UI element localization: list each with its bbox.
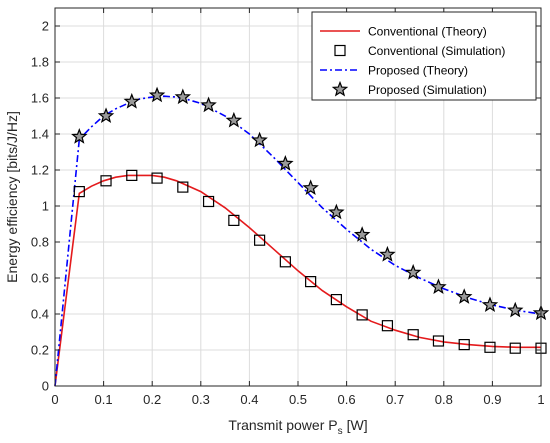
x-tick-label: 0.7 bbox=[386, 392, 404, 407]
data-point-proposed-simulation bbox=[302, 179, 319, 196]
x-tick-label: 0.8 bbox=[435, 392, 453, 407]
x-tick-label: 1 bbox=[537, 392, 544, 407]
data-point-conventional-simulation bbox=[177, 181, 189, 193]
data-point-conventional-simulation bbox=[279, 256, 291, 268]
data-point-conventional-simulation bbox=[151, 172, 163, 184]
legend-label: Proposed (Simulation) bbox=[368, 83, 487, 97]
legend: Conventional (Theory) Conventional (Simul… bbox=[311, 11, 537, 101]
data-point-conventional-simulation bbox=[458, 339, 470, 351]
data-point-conventional-simulation bbox=[356, 309, 368, 321]
x-axis-label: Transmit power Ps [W] bbox=[228, 417, 367, 437]
data-point-proposed-simulation bbox=[353, 226, 371, 242]
data-point-proposed-simulation bbox=[123, 92, 141, 109]
legend-label: Conventional (Simulation) bbox=[368, 44, 505, 58]
x-axis-label-unit: [W] bbox=[347, 417, 368, 433]
data-point-proposed-simulation bbox=[455, 288, 473, 304]
y-tick-label: 0.8 bbox=[31, 235, 49, 250]
x-tick-label: 0.2 bbox=[143, 392, 161, 407]
x-tick-label: 0 bbox=[51, 392, 58, 407]
y-tick-label: 1.6 bbox=[31, 91, 49, 106]
x-tick-label: 0.9 bbox=[483, 392, 501, 407]
data-point-proposed-simulation bbox=[404, 263, 422, 280]
data-point-proposed-simulation bbox=[148, 86, 166, 103]
ticks: 0 0.1 0.2 0.3 0.4 0.5 0.6 0.7 0.8 0.9 1 0 0.2 0.4 0.6 0… bbox=[31, 8, 545, 407]
y-tick-label: 0.2 bbox=[31, 343, 49, 358]
legend-box bbox=[311, 11, 537, 101]
data-point-conventional-simulation bbox=[381, 320, 394, 332]
data-point-conventional-simulation bbox=[254, 234, 266, 246]
data-point-conventional-simulation bbox=[73, 186, 85, 198]
data-point-proposed-simulation bbox=[97, 107, 115, 124]
x-tick-label: 0.1 bbox=[95, 392, 113, 407]
data-point-conventional-simulation bbox=[305, 276, 317, 288]
y-tick-label: 1.4 bbox=[31, 127, 49, 142]
data-point-proposed-simulation bbox=[225, 111, 243, 128]
legend-swatch-square bbox=[334, 44, 346, 57]
x-tick-label: 0.4 bbox=[240, 392, 258, 407]
data-point-conventional-simulation bbox=[126, 169, 138, 181]
y-tick-label: 0 bbox=[42, 379, 49, 394]
data-point-proposed-simulation bbox=[328, 203, 345, 220]
x-tick-label: 0.3 bbox=[192, 392, 210, 407]
data-point-conventional-simulation bbox=[202, 195, 215, 208]
x-tick-label: 0.6 bbox=[338, 392, 356, 407]
legend-swatch-star bbox=[331, 80, 349, 97]
legend-entry: Conventional (Theory) bbox=[320, 25, 487, 39]
data-point-conventional-simulation bbox=[509, 342, 521, 354]
data-point-proposed-simulation bbox=[379, 245, 396, 262]
x-axis-label-subscript: s bbox=[338, 426, 343, 437]
legend-entry: Conventional (Simulation) bbox=[334, 44, 505, 58]
legend-label: Proposed (Theory) bbox=[368, 64, 468, 78]
data-point-proposed-simulation bbox=[200, 96, 217, 113]
x-tick-label: 0.5 bbox=[289, 392, 307, 407]
legend-entry: Proposed (Theory) bbox=[320, 64, 468, 78]
data-point-proposed-simulation bbox=[430, 278, 447, 295]
data-point-conventional-simulation bbox=[432, 335, 445, 347]
y-tick-label: 0.4 bbox=[31, 307, 49, 322]
data-point-proposed-simulation bbox=[174, 88, 192, 105]
data-point-conventional-simulation bbox=[330, 294, 342, 306]
y-tick-label: 1.8 bbox=[31, 55, 49, 70]
data-point-conventional-simulation bbox=[484, 341, 496, 353]
data-point-proposed-simulation bbox=[481, 296, 499, 313]
data-point-proposed-simulation bbox=[71, 128, 88, 144]
x-axis-label-main: Transmit power P bbox=[228, 417, 337, 433]
legend-label: Conventional (Theory) bbox=[368, 25, 487, 39]
y-axis-label: Energy efficiency [bits/J/Hz] bbox=[4, 111, 20, 283]
series-layer bbox=[54, 86, 550, 387]
y-tick-label: 1 bbox=[42, 199, 49, 214]
data-point-proposed-simulation bbox=[506, 301, 524, 318]
data-point-conventional-simulation bbox=[407, 329, 419, 341]
y-tick-label: 1.2 bbox=[31, 163, 49, 178]
y-tick-label: 2 bbox=[42, 19, 49, 34]
data-point-conventional-simulation bbox=[100, 175, 112, 187]
data-point-proposed-simulation bbox=[277, 155, 294, 171]
data-point-proposed-simulation bbox=[251, 131, 268, 148]
legend-entry: Proposed (Simulation) bbox=[331, 80, 487, 97]
y-tick-label: 0.6 bbox=[31, 271, 49, 286]
data-point-conventional-simulation bbox=[228, 214, 240, 226]
